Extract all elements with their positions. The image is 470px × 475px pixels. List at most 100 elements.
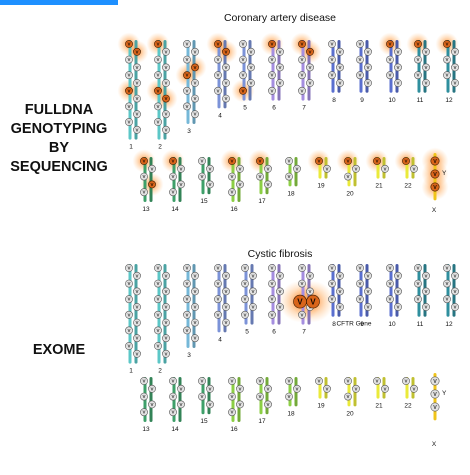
svg-text:V: V [193,336,196,341]
svg-text:V: V [135,49,138,54]
chromosome-label: 16 [230,426,238,433]
svg-text:V: V [412,166,415,171]
svg-text:V: V [185,281,188,286]
variant-marker: V [133,110,141,119]
svg-text:V: V [238,182,241,187]
svg-text:V: V [193,289,196,294]
variant-marker: V [298,279,306,288]
variant-marker: V [162,334,170,343]
variant-marker: V [125,102,133,111]
variant-marker: V [394,63,402,72]
svg-text:V: V [241,88,244,93]
svg-text:V: V [230,379,233,384]
variant-marker: V [183,279,191,288]
variant-marker: V [451,287,459,296]
svg-text:V: V [171,394,174,399]
svg-text:V: V [258,174,261,179]
panel-title-exome: Cystic fibrosis [248,248,313,260]
svg-text:V: V [150,166,153,171]
variant-marker: V [183,86,191,95]
svg-text:V: V [308,289,311,294]
variant-marker: V [198,377,206,385]
variant-marker: V [183,295,191,304]
variant-marker: V [410,384,418,393]
chromosome-label: 19 [317,403,325,410]
svg-text:V: V [416,73,419,78]
variant-marker: V [183,264,191,272]
cftr-variant-right: V [306,294,320,309]
variant-marker: V [293,164,301,173]
svg-text:V: V [346,174,349,179]
svg-text:V: V [270,312,273,317]
svg-text:V: V [308,49,311,54]
variant-marker: V [336,303,344,311]
variant-marker: V [344,392,352,401]
variant-marker: V [239,40,247,48]
chromosome-label: 14 [171,426,179,433]
svg-text:V: V [164,49,167,54]
variant-marker: V [315,157,323,165]
variant-marker: V [191,63,199,72]
svg-text:V: V [185,266,188,271]
variant-marker: V [414,264,422,272]
variant-marker: V [162,47,170,56]
variant-marker: V [133,318,141,327]
svg-text:V: V [241,57,244,62]
svg-text:V: V [295,386,298,391]
svg-text:V: V [433,405,437,411]
svg-text:V: V [249,49,252,54]
svg-text:V: V [388,297,391,302]
svg-text:V: V [358,266,361,271]
svg-text:V: V [300,42,303,47]
chromosome-label: 5 [243,105,247,112]
svg-text:V: V [424,289,427,294]
variant-marker: V [443,279,451,288]
variant-marker: V [239,55,247,64]
variant-marker: V [336,47,344,56]
variant-marker: V [222,63,230,72]
variant-marker: V [191,334,199,343]
svg-text:V: V [200,379,203,384]
svg-text:V: V [358,42,361,47]
variant-marker: V [222,79,230,87]
svg-text:V: V [193,81,196,86]
svg-text:V: V [224,305,227,310]
svg-text:V: V [164,81,167,86]
svg-text:V: V [216,312,219,317]
variant-marker: V [356,295,364,304]
svg-text:V: V [295,166,298,171]
svg-text:V: V [224,81,227,86]
svg-text:V: V [216,266,219,271]
svg-text:V: V [453,273,456,278]
variant-marker: V [133,63,141,72]
svg-text:V: V [135,96,138,101]
svg-text:V: V [135,336,138,341]
svg-text:V: V [127,57,130,62]
svg-text:V: V [249,81,252,86]
svg-text:V: V [375,379,378,384]
variant-marker: V [364,271,372,280]
svg-text:V: V [156,73,159,78]
variant-marker: V [247,47,255,56]
svg-text:V: V [208,166,211,171]
variant-marker: V [177,164,185,173]
variant-marker: V [443,264,451,272]
chromosome-label: 21 [375,183,383,190]
variant-marker: V [228,172,236,181]
variant-marker: V [183,102,191,111]
variant-marker: V [268,310,276,319]
svg-text:V: V [396,65,399,70]
variant-marker: V [154,342,162,350]
svg-text:V: V [164,351,167,356]
svg-text:V: V [453,65,456,70]
cftr-variant-left: V [293,294,307,309]
variant-marker: V [356,55,364,64]
variant-marker: V [285,377,293,385]
variant-marker: V [352,384,360,393]
svg-text:V: V [445,297,448,302]
variant-marker: V [154,55,162,64]
chromosome-x-label: X [432,441,437,448]
variant-marker: V [154,102,162,111]
svg-text:V: V [300,73,303,78]
variant-marker: V [414,279,422,288]
